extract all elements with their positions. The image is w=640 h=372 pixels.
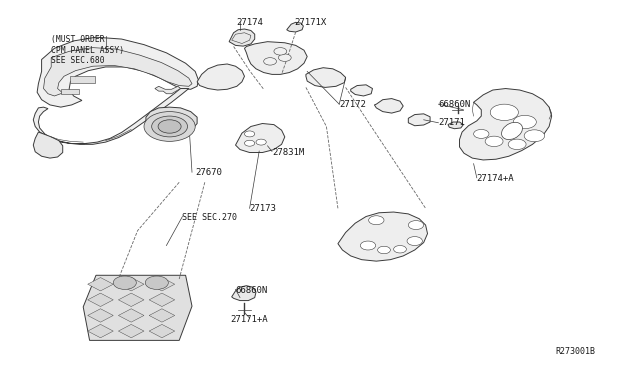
Polygon shape	[149, 309, 175, 322]
Polygon shape	[149, 278, 175, 291]
Polygon shape	[146, 107, 197, 136]
Polygon shape	[149, 324, 175, 338]
Polygon shape	[155, 86, 180, 94]
Polygon shape	[118, 278, 144, 291]
Text: 27171: 27171	[438, 118, 465, 127]
Circle shape	[485, 136, 503, 147]
Ellipse shape	[502, 122, 522, 140]
Bar	[61, 89, 79, 94]
Text: 27831M: 27831M	[272, 148, 304, 157]
Text: 27171+A: 27171+A	[231, 315, 268, 324]
Polygon shape	[460, 89, 552, 160]
Circle shape	[152, 116, 188, 137]
Polygon shape	[88, 309, 113, 322]
Circle shape	[113, 276, 136, 289]
Circle shape	[407, 237, 422, 246]
Text: 27172: 27172	[339, 100, 366, 109]
Polygon shape	[149, 293, 175, 307]
Text: 27174+A: 27174+A	[477, 174, 515, 183]
Text: 66860N: 66860N	[438, 100, 470, 109]
Circle shape	[394, 246, 406, 253]
Text: 27670: 27670	[195, 169, 222, 177]
Circle shape	[508, 139, 526, 150]
Circle shape	[524, 130, 545, 142]
Polygon shape	[351, 85, 372, 96]
Text: 27173: 27173	[250, 204, 276, 213]
Circle shape	[274, 48, 287, 55]
Polygon shape	[229, 29, 255, 46]
Text: 27174: 27174	[237, 18, 264, 27]
Polygon shape	[255, 130, 275, 146]
Circle shape	[158, 120, 181, 133]
Circle shape	[369, 216, 384, 225]
Polygon shape	[44, 48, 192, 96]
Circle shape	[360, 241, 376, 250]
Text: 66860N: 66860N	[236, 286, 268, 295]
Text: (MUST ORDER
CPM PANEL ASSY)
SEE SEC.680: (MUST ORDER CPM PANEL ASSY) SEE SEC.680	[51, 35, 124, 65]
Circle shape	[408, 221, 424, 230]
Bar	[70, 76, 95, 83]
Circle shape	[474, 129, 489, 138]
Polygon shape	[118, 293, 144, 307]
Circle shape	[513, 115, 536, 129]
Circle shape	[378, 246, 390, 254]
Circle shape	[144, 112, 195, 141]
Polygon shape	[83, 275, 192, 340]
Polygon shape	[88, 324, 113, 338]
Circle shape	[256, 139, 266, 145]
Polygon shape	[236, 124, 285, 153]
Polygon shape	[33, 132, 63, 158]
Circle shape	[264, 58, 276, 65]
Polygon shape	[306, 68, 346, 87]
Text: R273001B: R273001B	[556, 347, 595, 356]
Polygon shape	[374, 99, 403, 113]
Polygon shape	[118, 324, 144, 338]
Polygon shape	[118, 309, 144, 322]
Polygon shape	[197, 64, 244, 90]
Polygon shape	[244, 42, 307, 74]
Circle shape	[490, 104, 518, 121]
Polygon shape	[37, 37, 198, 107]
Text: SEE SEC.270: SEE SEC.270	[182, 213, 237, 222]
Polygon shape	[448, 122, 463, 129]
Polygon shape	[338, 212, 428, 261]
Polygon shape	[33, 89, 189, 144]
Polygon shape	[88, 293, 113, 307]
Circle shape	[244, 131, 255, 137]
Polygon shape	[88, 278, 113, 291]
Text: 27171X: 27171X	[294, 18, 326, 27]
Polygon shape	[408, 114, 430, 126]
Circle shape	[278, 54, 291, 61]
Polygon shape	[287, 22, 303, 32]
Circle shape	[145, 276, 168, 289]
Polygon shape	[232, 286, 256, 301]
Circle shape	[244, 140, 255, 146]
